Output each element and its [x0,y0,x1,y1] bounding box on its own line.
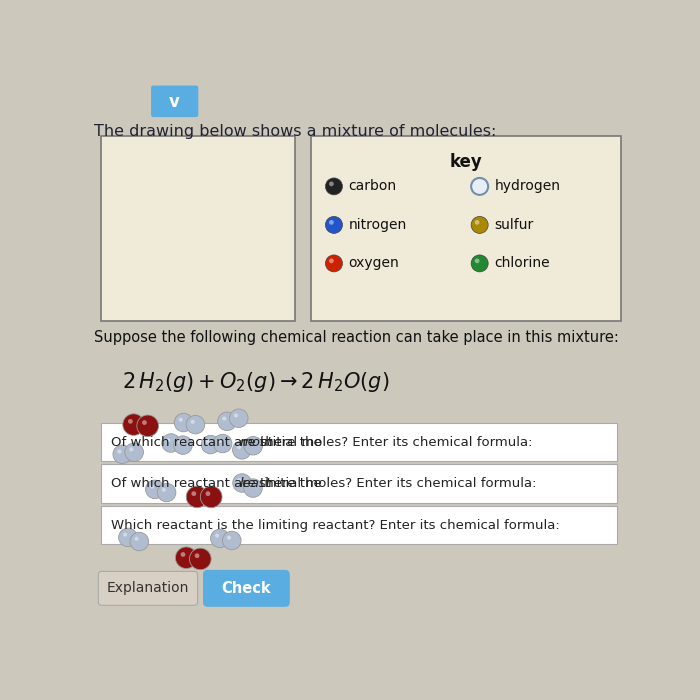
Text: nitrogen: nitrogen [349,218,407,232]
Circle shape [123,533,127,537]
Circle shape [206,440,210,444]
Circle shape [214,434,232,453]
Text: initial moles? Enter its chemical formula:: initial moles? Enter its chemical formul… [260,477,536,490]
Circle shape [200,486,222,508]
Circle shape [142,420,147,425]
Text: Explanation: Explanation [107,581,189,595]
Circle shape [150,484,154,489]
Text: Of which reactant are there the: Of which reactant are there the [111,435,326,449]
Circle shape [223,531,241,550]
Bar [102,136,295,321]
Circle shape [232,440,251,459]
Circle shape [211,529,229,547]
Text: most: most [239,435,273,449]
Circle shape [237,445,241,449]
Circle shape [134,537,139,541]
Circle shape [202,435,220,454]
Circle shape [471,216,488,233]
Circle shape [230,409,248,428]
Circle shape [130,447,134,452]
Circle shape [326,178,342,195]
Circle shape [162,434,181,452]
Circle shape [218,412,237,430]
Text: Check: Check [222,581,271,596]
Text: key: key [449,153,482,172]
Bar [311,136,621,321]
Circle shape [195,553,200,558]
Circle shape [206,491,210,496]
Text: hydrogen: hydrogen [494,179,561,193]
Circle shape [166,438,170,442]
Circle shape [329,220,334,225]
Text: Of which reactant are there the: Of which reactant are there the [111,477,326,490]
Circle shape [329,181,334,186]
Circle shape [329,258,334,263]
Text: sulfur: sulfur [494,218,533,232]
Circle shape [130,532,148,551]
Circle shape [244,479,262,497]
Circle shape [237,478,241,482]
Text: v: v [169,92,180,111]
Circle shape [471,255,488,272]
Circle shape [158,483,176,502]
Circle shape [181,552,186,557]
Circle shape [248,441,253,445]
Circle shape [218,439,222,443]
Text: initial moles? Enter its chemical formula:: initial moles? Enter its chemical formul… [256,435,532,449]
Circle shape [222,416,226,421]
Text: oxygen: oxygen [349,256,400,270]
Circle shape [178,440,182,444]
Text: least: least [239,477,272,490]
Circle shape [471,178,488,195]
Circle shape [475,258,480,263]
Circle shape [113,445,132,463]
Circle shape [326,255,342,272]
Circle shape [191,491,196,496]
Circle shape [176,547,197,568]
Circle shape [475,220,480,225]
Circle shape [162,488,166,492]
Circle shape [326,216,342,233]
Text: Which reactant is the limiting reactant? Enter its chemical formula:: Which reactant is the limiting reactant?… [111,519,559,532]
Circle shape [125,443,144,461]
Circle shape [248,483,252,487]
Bar [102,423,617,461]
Circle shape [174,436,192,454]
Circle shape [227,536,231,540]
Text: chlorine: chlorine [494,256,550,270]
Circle shape [190,420,195,424]
Circle shape [122,414,144,435]
Text: Suppose the following chemical reaction can take place in this mixture:: Suppose the following chemical reaction … [94,330,619,345]
Text: The drawing below shows a mixture of molecules:: The drawing below shows a mixture of mol… [94,124,496,139]
Circle shape [234,414,238,417]
Circle shape [146,480,164,498]
Text: $2\,H_2(g)+O_2(g) \rightarrow 2\,H_2O(g)$: $2\,H_2(g)+O_2(g) \rightarrow 2\,H_2O(g)… [122,370,390,394]
Bar [102,506,617,545]
Circle shape [244,437,262,455]
FancyBboxPatch shape [151,85,198,117]
Circle shape [186,415,204,434]
Circle shape [136,415,158,437]
Circle shape [190,548,211,570]
FancyBboxPatch shape [98,571,197,606]
Circle shape [174,413,193,432]
Circle shape [186,486,208,508]
Circle shape [118,449,122,454]
Bar [102,464,617,503]
Circle shape [128,419,133,424]
Text: carbon: carbon [349,179,397,193]
Circle shape [215,533,219,538]
FancyBboxPatch shape [203,570,290,607]
Circle shape [233,474,251,492]
Circle shape [178,418,183,422]
Circle shape [118,528,137,547]
